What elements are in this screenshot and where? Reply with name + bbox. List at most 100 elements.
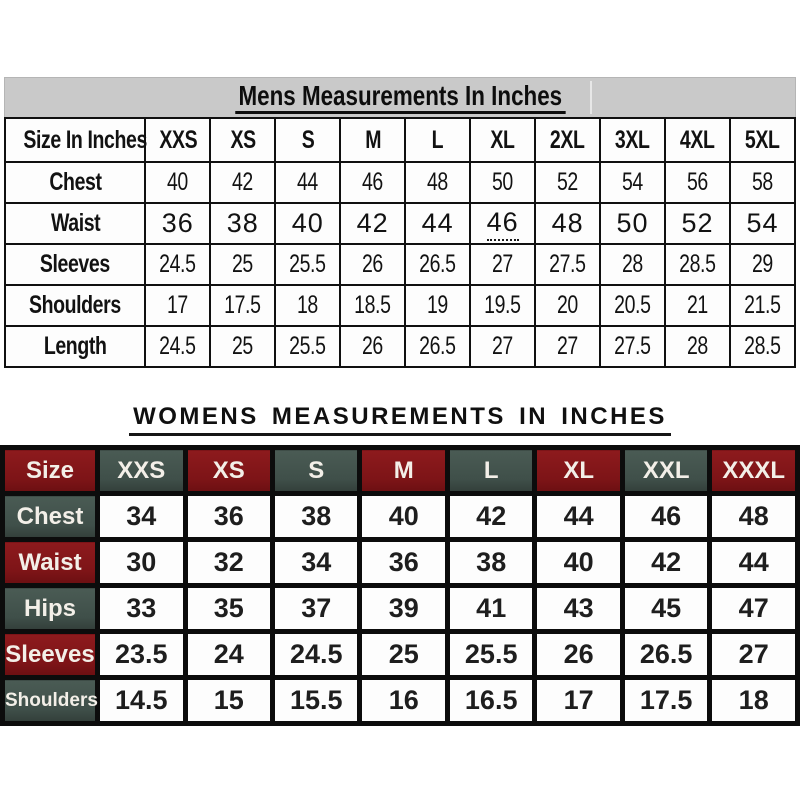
womens-table-title: WOMENS MEASUREMENTS IN INCHES	[129, 403, 671, 437]
mens-column-header: XL	[469, 117, 537, 163]
mens-size-cell: 44	[404, 202, 472, 245]
womens-size-cell: 18	[707, 675, 800, 726]
mens-size-cell: 25.5	[274, 243, 342, 286]
mens-size-value: 42	[232, 168, 254, 196]
mens-size-cell: 19	[404, 284, 472, 327]
mens-size-cell: 27.5	[599, 325, 667, 368]
mens-row-shoulders: Shoulders 17 17.5 18 18.5 19 19.5 20 20.5 21 21.5	[3, 284, 796, 327]
mens-size-value: 21.5	[744, 291, 781, 319]
mens-size-value: 28.5	[744, 332, 781, 360]
mens-size-cell: 25.5	[274, 325, 342, 368]
womens-size-cell: 36	[357, 537, 450, 588]
mens-size-cell: 44	[274, 161, 342, 204]
mens-size-value: 52	[681, 208, 714, 238]
mens-size-value: 58	[752, 168, 773, 196]
womens-row-shoulders: Shoulders 14.5 15 15.5 16 16.5 17 17.5 18	[0, 675, 800, 726]
womens-size-cell: 15.5	[269, 675, 363, 726]
mens-size-value: 27	[492, 250, 514, 278]
womens-column-header: XXL	[619, 445, 713, 496]
womens-size-cell: 44	[707, 537, 800, 588]
womens-size-cell: 47	[707, 583, 800, 634]
mens-row-label: Sleeves	[3, 243, 147, 286]
womens-size-cell: 40	[357, 491, 450, 542]
mens-column-header: 5XL	[729, 117, 796, 163]
mens-row-label-text: Sleeves	[40, 250, 111, 278]
womens-size-cell: 34	[269, 537, 363, 588]
mens-size-value: 42	[356, 208, 389, 238]
mens-row-sleeves: Sleeves 24.5 25 25.5 26 26.5 27 27.5 28 28.5 29	[3, 243, 796, 286]
mens-header-text: S	[301, 125, 315, 154]
womens-row-chest: Chest 34 36 38 40 42 44 46 48	[0, 491, 800, 542]
mens-size-cell: 58	[729, 161, 796, 204]
mens-size-cell: 26.5	[404, 243, 472, 286]
mens-header-text: XS	[230, 125, 256, 154]
mens-row-label: Shoulders	[3, 284, 147, 327]
mens-size-cell: 20	[534, 284, 602, 327]
mens-size-cell: 21.5	[729, 284, 796, 327]
mens-size-cell: 26	[339, 325, 407, 368]
womens-row-hips: Hips 33 35 37 39 41 43 45 47	[0, 583, 800, 634]
womens-header-row: Size XXS XS S M L XL XXL XXXL	[0, 445, 800, 496]
mens-row-label-text: Shoulders	[29, 291, 122, 319]
mens-size-chart-section: Mens Measurements In Inches Size In Inch…	[3, 77, 796, 368]
mens-size-value: 26	[362, 332, 384, 360]
mens-size-value: 17	[167, 291, 189, 319]
mens-size-value: 56	[687, 168, 708, 196]
mens-size-cell: 52	[534, 161, 602, 204]
mens-size-cell: 28.5	[729, 325, 796, 368]
womens-size-cell: 27	[707, 629, 800, 680]
mens-size-value: 36	[161, 208, 194, 238]
womens-size-cell: 35	[182, 583, 275, 634]
mens-row-label: Waist	[3, 202, 147, 245]
mens-size-value: 50	[492, 168, 514, 196]
womens-size-cell: 33	[95, 583, 188, 634]
mens-size-cell: 40	[274, 202, 342, 245]
womens-size-cell: 24.5	[269, 629, 363, 680]
mens-size-cell: 26	[339, 243, 407, 286]
mens-size-value: 25.5	[289, 250, 327, 278]
mens-measurements-table: Size In Inches XXS XS S M L XL 2XL 3XL 4XL 5XL Che…	[3, 117, 796, 368]
womens-column-header: XL	[532, 445, 625, 496]
womens-row-label: Waist	[0, 537, 101, 588]
mens-size-cell: 48	[404, 161, 472, 204]
mens-column-header: XS	[209, 117, 277, 163]
mens-size-value: 44	[421, 208, 454, 238]
mens-size-value: 18.5	[354, 291, 391, 319]
womens-size-cell: 23.5	[95, 629, 188, 680]
mens-size-value: 25	[232, 250, 254, 278]
womens-size-cell: 24	[182, 629, 275, 680]
mens-size-cell: 20.5	[599, 284, 667, 327]
womens-row-label: Sleeves	[0, 629, 101, 680]
mens-header-text: 3XL	[615, 125, 650, 154]
mens-size-cell: 40	[144, 161, 212, 204]
womens-size-cell: 30	[95, 537, 188, 588]
mens-size-value: 27.5	[614, 332, 651, 360]
mens-row-chest: Chest 40 42 44 46 48 50 52 54 56 58	[3, 161, 796, 204]
mens-row-label-text: Length	[43, 332, 107, 360]
mens-column-header: 3XL	[599, 117, 667, 163]
womens-title-wrap: WOMENS MEASUREMENTS IN INCHES	[0, 403, 800, 438]
mens-size-cell: 28.5	[664, 243, 732, 286]
mens-size-value: 28	[622, 250, 644, 278]
mens-size-cell: 27	[469, 325, 537, 368]
mens-size-value: 26.5	[419, 250, 456, 278]
mens-size-cell: 18	[274, 284, 342, 327]
womens-size-cell: 26.5	[619, 629, 713, 680]
mens-table-title-bar: Mens Measurements In Inches	[4, 77, 796, 117]
womens-size-cell: 25.5	[444, 629, 538, 680]
mens-column-header: M	[339, 117, 407, 163]
womens-size-cell: 37	[269, 583, 363, 634]
mens-size-value: 46	[486, 207, 519, 241]
mens-size-cell: 26.5	[404, 325, 472, 368]
mens-size-value: 25	[232, 332, 254, 360]
mens-column-header: L	[404, 117, 472, 163]
mens-size-cell: 25	[209, 325, 277, 368]
womens-size-cell: 46	[619, 491, 713, 542]
womens-size-cell: 36	[182, 491, 275, 542]
mens-size-value: 40	[291, 208, 324, 238]
mens-size-value: 20.5	[614, 291, 651, 319]
womens-size-cell: 16.5	[444, 675, 538, 726]
womens-size-cell: 32	[182, 537, 275, 588]
mens-size-value: 54	[622, 168, 644, 196]
mens-size-cell: 48	[534, 202, 602, 245]
